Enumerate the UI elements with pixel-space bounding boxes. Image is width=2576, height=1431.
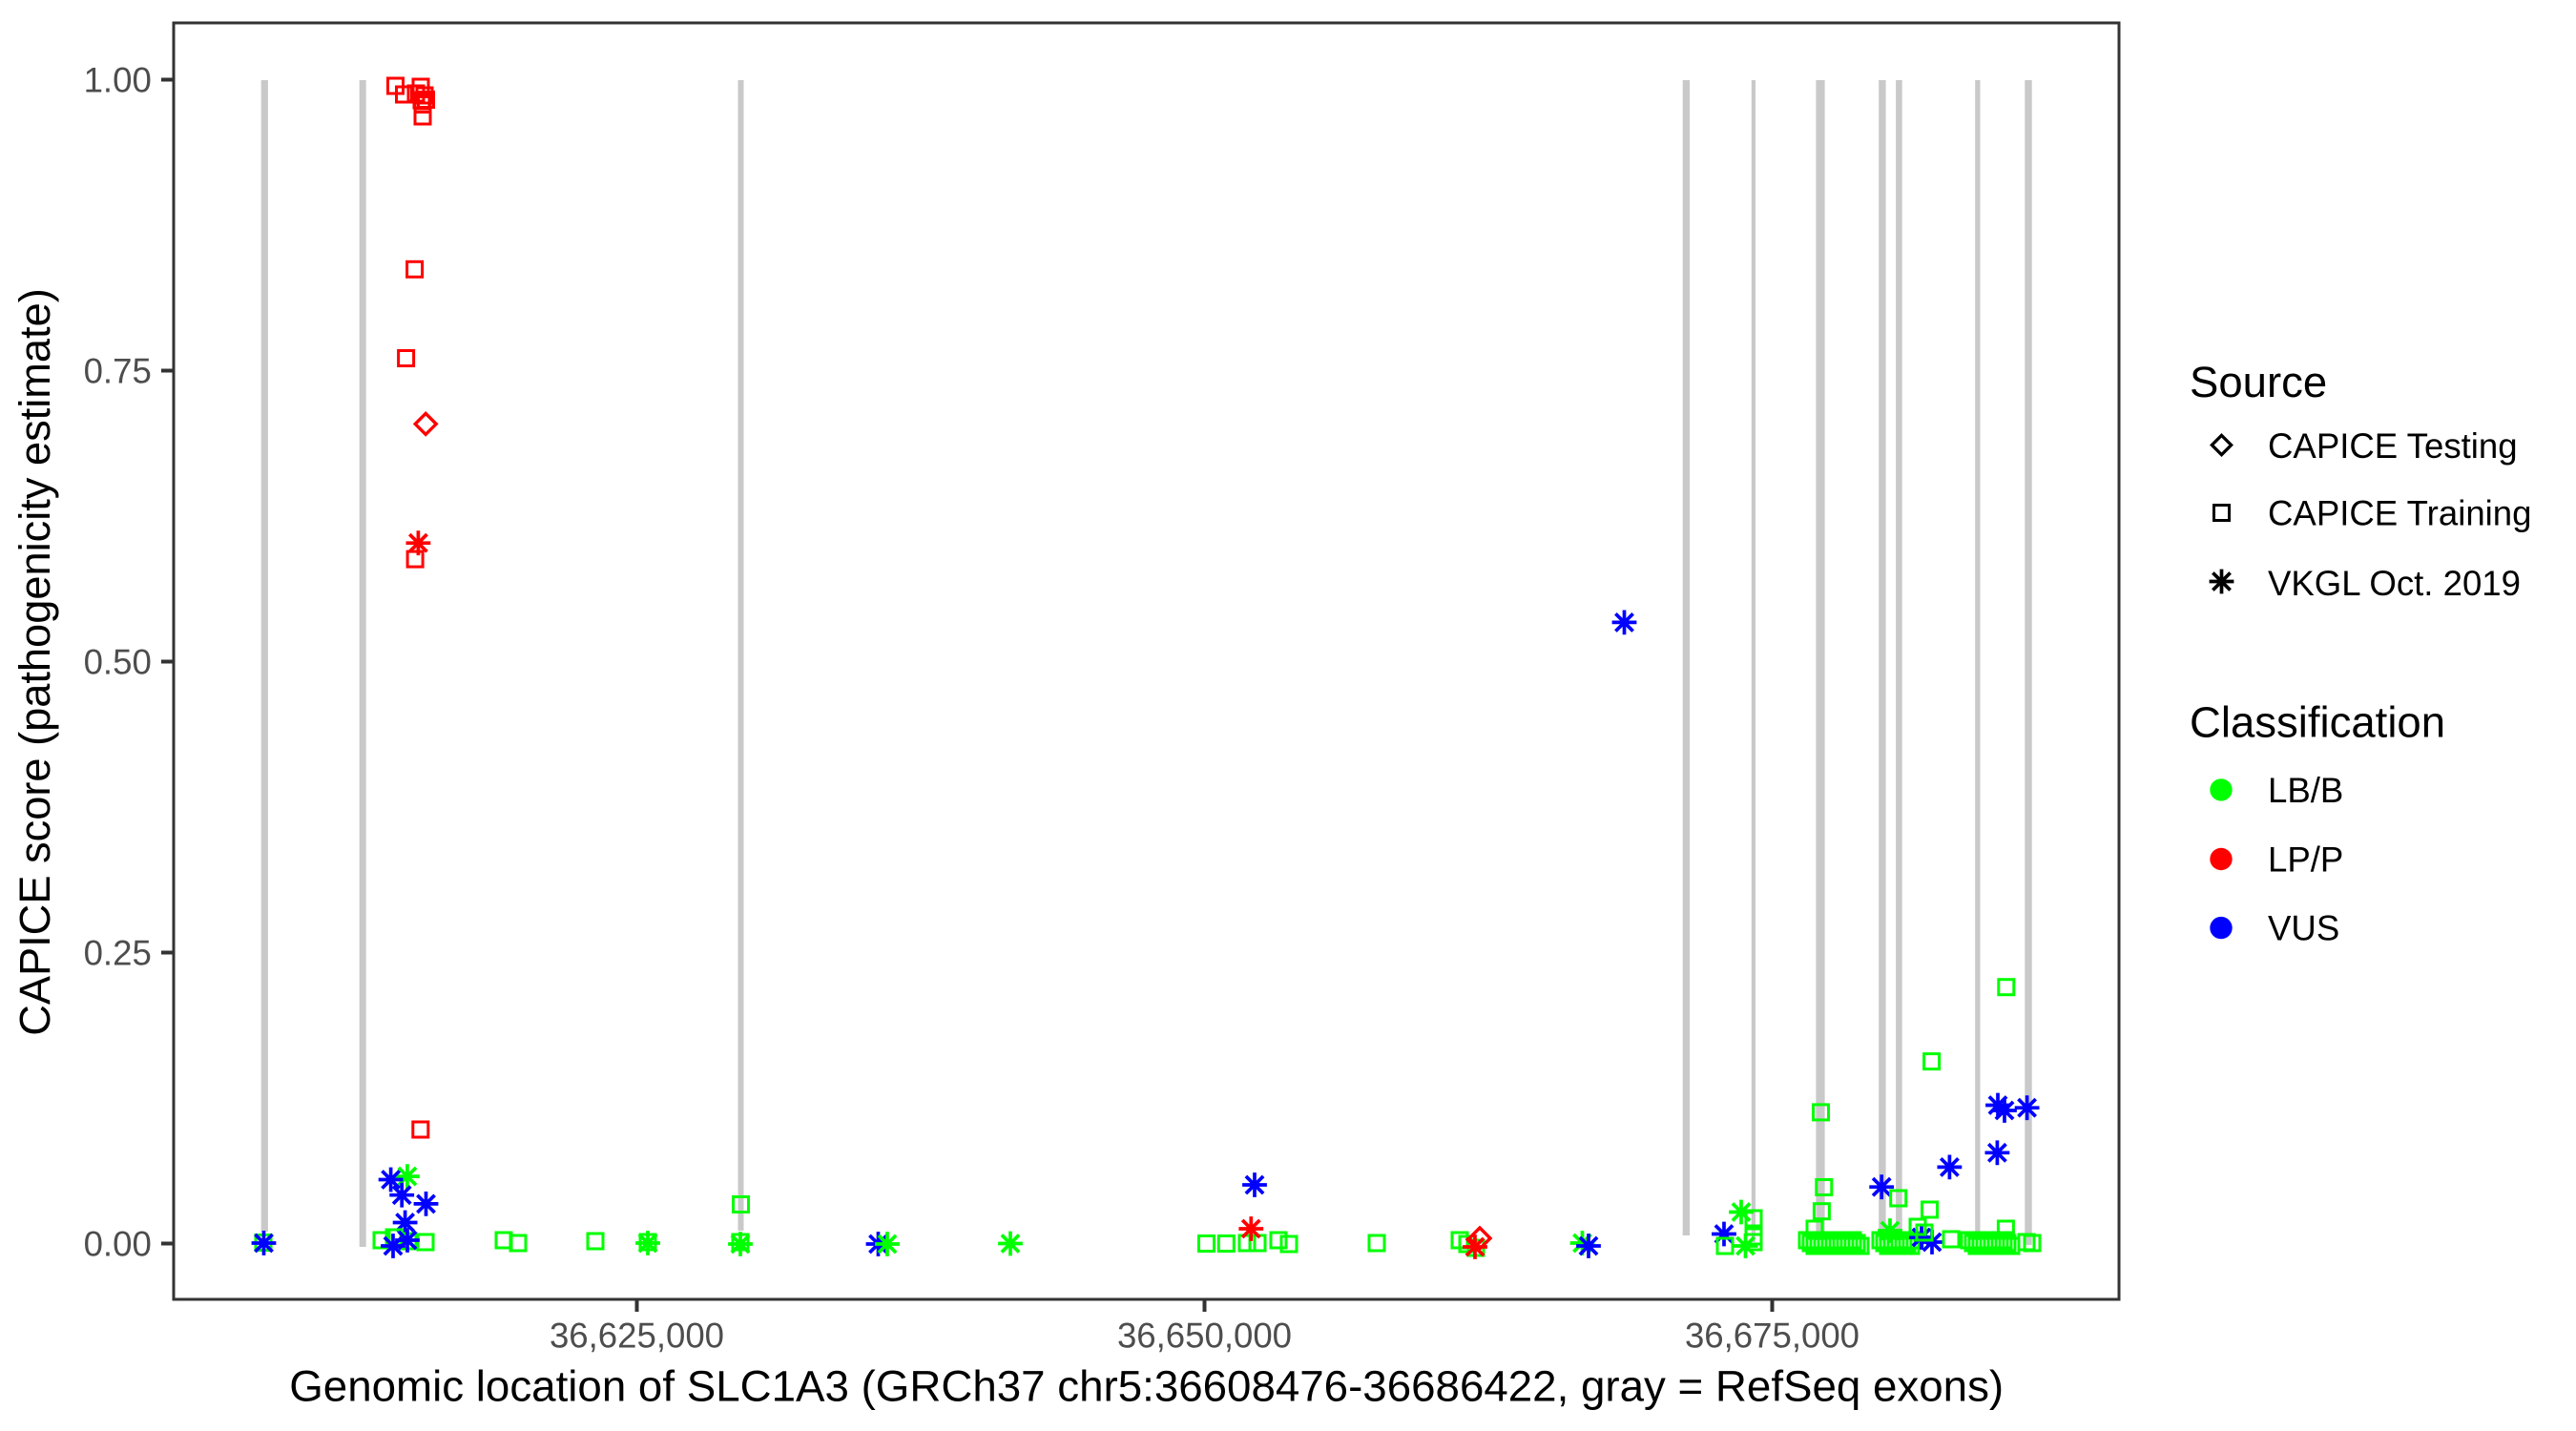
svg-text:0.50: 0.50 xyxy=(84,643,152,682)
svg-text:36,650,000: 36,650,000 xyxy=(1117,1317,1292,1356)
svg-text:1.00: 1.00 xyxy=(84,61,152,100)
svg-text:0.25: 0.25 xyxy=(84,934,152,973)
svg-text:CAPICE Training: CAPICE Training xyxy=(2268,494,2531,533)
svg-text:CAPICE score (pathogenicity es: CAPICE score (pathogenicity estimate) xyxy=(10,288,59,1036)
svg-text:Classification: Classification xyxy=(2190,698,2445,747)
svg-text:Genomic location of SLC1A3 (GR: Genomic location of SLC1A3 (GRCh37 chr5:… xyxy=(289,1362,2004,1411)
svg-text:0.00: 0.00 xyxy=(84,1225,152,1264)
svg-text:VKGL Oct. 2019: VKGL Oct. 2019 xyxy=(2268,564,2521,603)
svg-text:LB/B: LB/B xyxy=(2268,771,2343,810)
svg-text:VUS: VUS xyxy=(2268,909,2339,948)
svg-text:36,625,000: 36,625,000 xyxy=(550,1317,724,1356)
svg-text:LP/P: LP/P xyxy=(2268,840,2343,880)
svg-text:36,675,000: 36,675,000 xyxy=(1685,1317,1859,1356)
svg-text:Source: Source xyxy=(2190,358,2327,406)
svg-text:0.75: 0.75 xyxy=(84,352,152,391)
svg-text:CAPICE Testing: CAPICE Testing xyxy=(2268,426,2518,466)
